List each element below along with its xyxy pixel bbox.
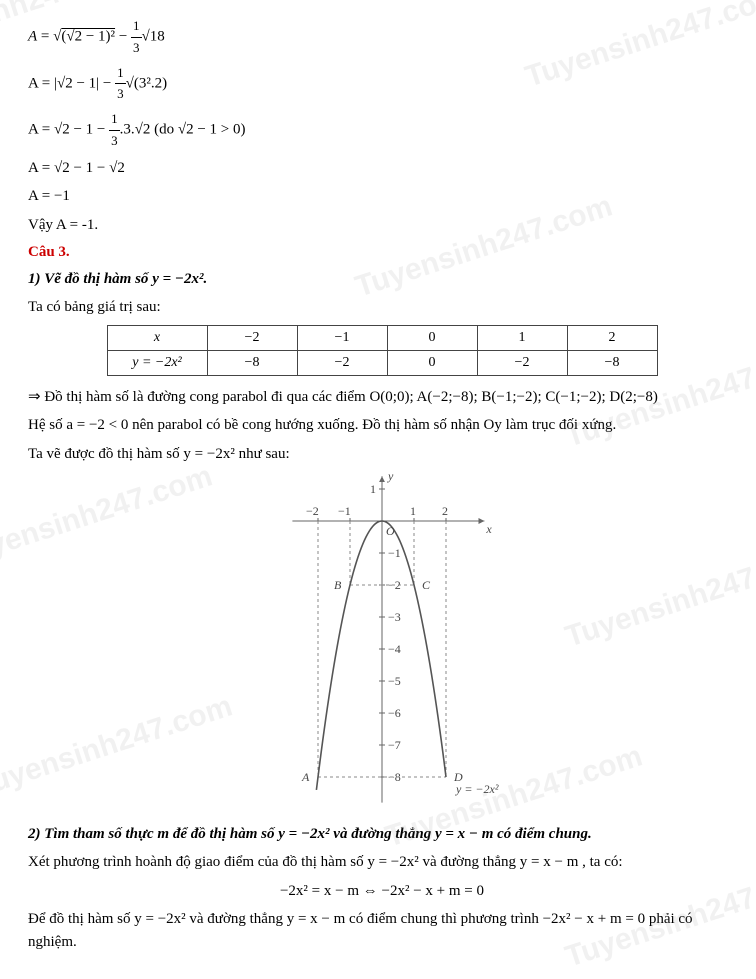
svg-text:1: 1	[370, 482, 376, 496]
svg-text:B: B	[334, 578, 342, 592]
part1-title: 1) Vẽ đồ thị hàm số y = −2x².	[28, 271, 736, 288]
table-row: x −2 −1 0 1 2	[107, 325, 657, 350]
svg-text:−1: −1	[388, 546, 401, 560]
table-header-y: y = −2x²	[107, 350, 207, 375]
part2-l2: Để đồ thị hàm số y = −2x² và đường thẳng…	[28, 908, 736, 953]
table-row: y = −2x² −8 −2 0 −2 −8	[107, 350, 657, 375]
part1-lead: Ta có bảng giá trị sau:	[28, 296, 736, 319]
svg-text:−2: −2	[306, 504, 319, 518]
parabola-chart: xy−2−1121−1−2−3−4−5−6−7−8OABCDy = −2x²	[28, 471, 736, 816]
svg-text:−5: −5	[388, 674, 401, 688]
svg-text:x: x	[485, 522, 492, 536]
svg-text:−4: −4	[388, 642, 401, 656]
part2-eq: −2x² = x − m ⇔ −2x² − x + m = 0	[28, 880, 736, 903]
svg-text:−1: −1	[338, 504, 351, 518]
eq-line-3: A = √2 − 1 − 13.3.√2 (do √2 − 1 > 0)	[28, 109, 736, 152]
cau-3-heading: Câu 3.	[28, 244, 736, 261]
table-header-x: x	[107, 325, 207, 350]
svg-text:O: O	[386, 524, 395, 538]
part2-title: 2) Tìm tham số thực m để đồ thị hàm số y…	[28, 826, 736, 843]
after-table-l2: Hệ số a = −2 < 0 nên parabol có bề cong …	[28, 414, 736, 437]
eq-line-4: A = √2 − 1 − √2	[28, 156, 736, 180]
svg-text:y = −2x²: y = −2x²	[455, 782, 499, 796]
svg-text:y: y	[387, 471, 394, 483]
eq-conclusion: Vậy A = -1.	[28, 214, 736, 237]
svg-text:−3: −3	[388, 610, 401, 624]
svg-text:A: A	[301, 770, 310, 784]
value-table: x −2 −1 0 1 2 y = −2x² −8 −2 0 −2 −8	[107, 325, 658, 376]
svg-text:2: 2	[442, 504, 448, 518]
svg-text:C: C	[422, 578, 431, 592]
svg-text:1: 1	[410, 504, 416, 518]
after-table-l3: Ta vẽ được đồ thị hàm số y = −2x² như sa…	[28, 443, 736, 466]
part2-l1: Xét phương trình hoành độ giao điểm của …	[28, 851, 736, 874]
eq-line-5: A = −1	[28, 184, 736, 208]
eq-line-2: A = |√2 − 1| − 13√(3².2)	[28, 63, 736, 106]
after-table-l1: ⇒ Đồ thị hàm số là đường cong parabol đi…	[28, 386, 736, 409]
svg-text:−6: −6	[388, 706, 401, 720]
svg-text:−7: −7	[388, 738, 401, 752]
eq-line-1: A = √(√2 − 1)² − 13√18	[28, 16, 736, 59]
